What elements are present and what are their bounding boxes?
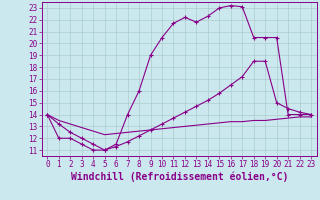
X-axis label: Windchill (Refroidissement éolien,°C): Windchill (Refroidissement éolien,°C) [70,172,288,182]
